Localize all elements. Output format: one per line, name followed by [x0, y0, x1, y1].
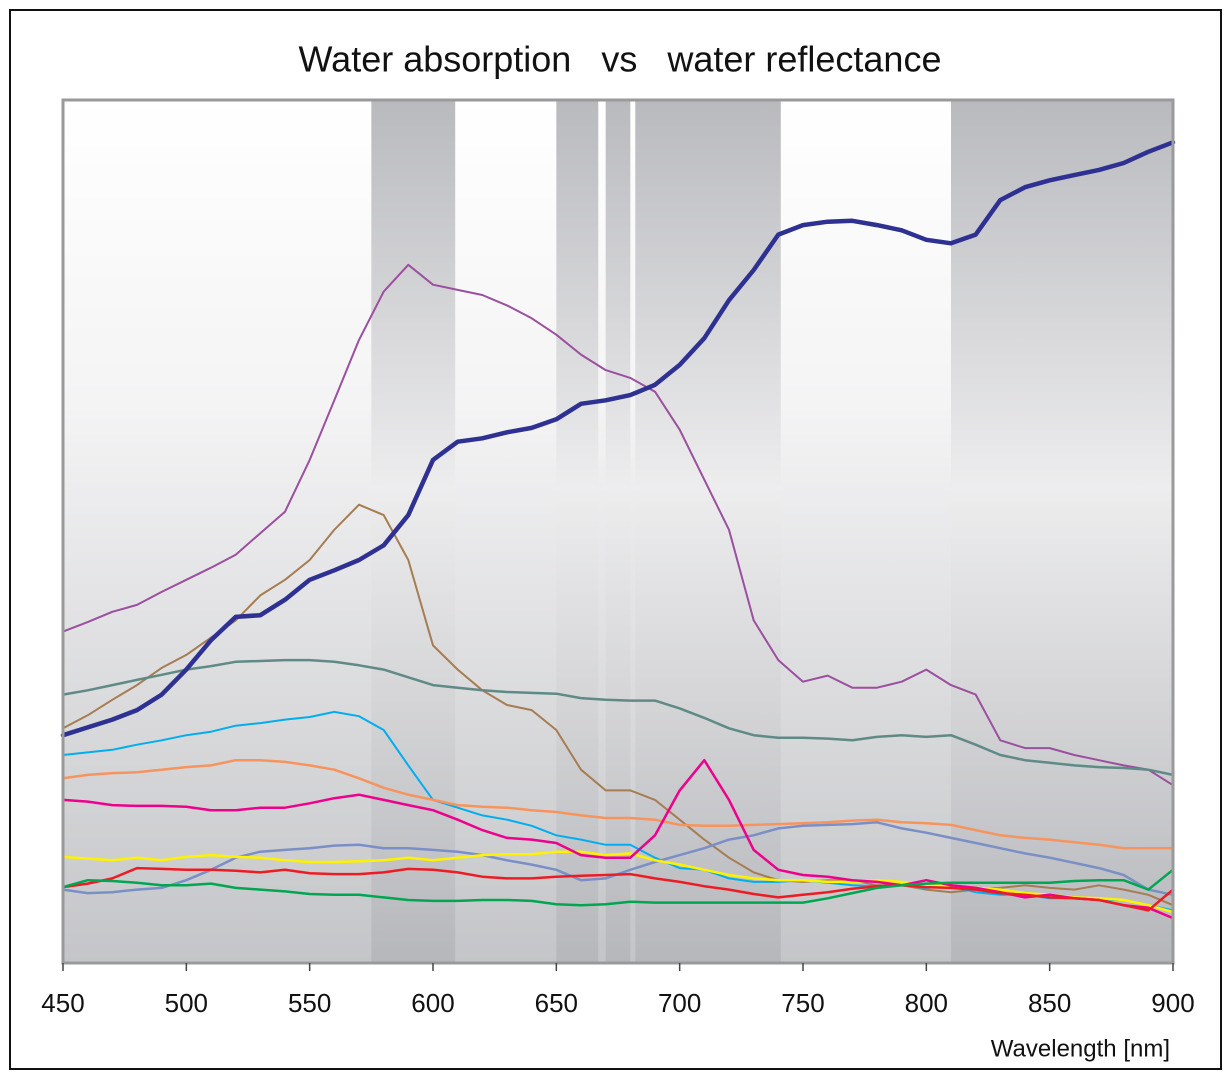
plot-border	[61, 98, 1175, 965]
x-tick-label: 450	[41, 988, 84, 1018]
absorption-band	[951, 100, 1173, 963]
x-tick-label: 850	[1028, 988, 1071, 1018]
series-line	[61, 758, 1175, 920]
chart-title: Water absorption vs water reflectance	[299, 39, 942, 80]
x-axis-label: Wavelength [nm]	[991, 1035, 1170, 1062]
absorption-band	[556, 100, 599, 963]
absorption-band	[371, 100, 456, 963]
series-line	[61, 758, 1175, 850]
x-tick-label: 750	[781, 988, 824, 1018]
series-line	[60, 140, 1176, 738]
series-line	[61, 658, 1175, 777]
absorption-band	[605, 100, 631, 963]
series-line	[62, 263, 1174, 787]
x-tick-label: 900	[1151, 988, 1194, 1018]
series-line	[61, 866, 1175, 912]
series-line	[61, 868, 1175, 907]
x-tick-label: 500	[165, 988, 208, 1018]
x-tick-label: 800	[905, 988, 948, 1018]
x-tick-label: 600	[411, 988, 454, 1018]
x-tick-label: 700	[658, 988, 701, 1018]
series-line	[62, 710, 1174, 912]
absorption-band	[635, 100, 781, 963]
x-tick-label: 550	[288, 988, 331, 1018]
series-line	[61, 850, 1175, 914]
x-tick-label: 650	[535, 988, 578, 1018]
